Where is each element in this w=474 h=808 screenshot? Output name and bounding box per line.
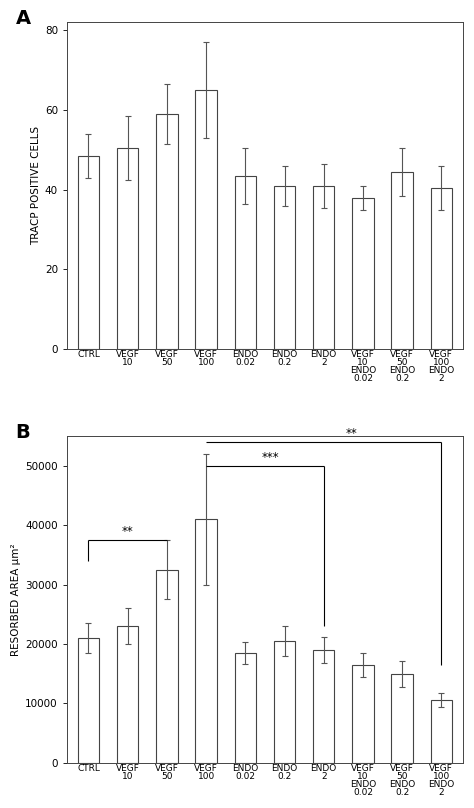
Bar [117, 626, 138, 763]
Bar [78, 638, 99, 763]
Bar [273, 641, 295, 763]
Bar [430, 187, 452, 349]
Y-axis label: RESORBED AREA μm²: RESORBED AREA μm² [11, 543, 21, 655]
Bar [352, 665, 374, 763]
Bar [195, 90, 217, 349]
Bar [156, 570, 178, 763]
Bar [156, 114, 178, 349]
Text: A: A [16, 10, 31, 28]
Text: **: ** [346, 427, 358, 440]
Bar [235, 653, 256, 763]
Text: B: B [16, 423, 30, 442]
Bar [392, 674, 413, 763]
Bar [78, 156, 99, 349]
Bar [235, 175, 256, 349]
Text: ***: *** [262, 451, 280, 464]
Bar [313, 650, 335, 763]
Bar [117, 148, 138, 349]
Bar [352, 198, 374, 349]
Bar [430, 701, 452, 763]
Bar [392, 172, 413, 349]
Bar [313, 186, 335, 349]
Bar [273, 186, 295, 349]
Text: **: ** [122, 525, 134, 538]
Y-axis label: TRACP POSITIVE CELLS: TRACP POSITIVE CELLS [31, 126, 41, 246]
Bar [195, 520, 217, 763]
